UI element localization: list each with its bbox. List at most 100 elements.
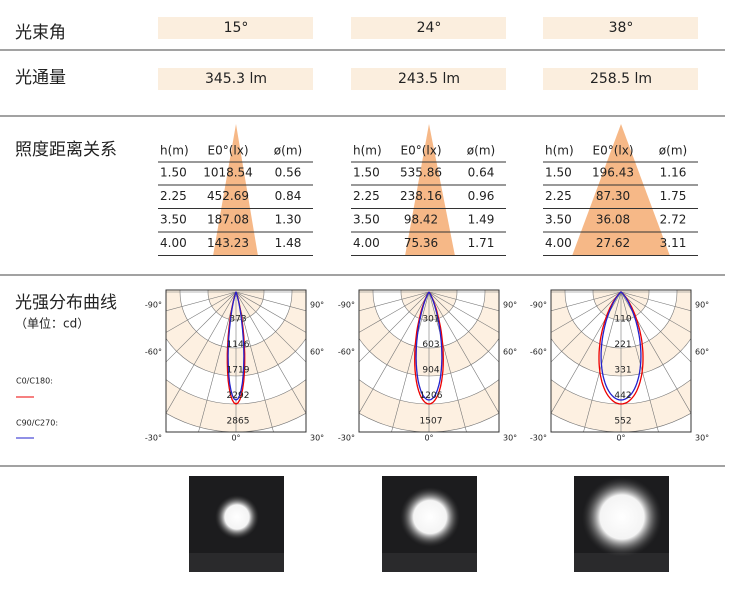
ring-label: 1719 (227, 366, 250, 376)
value-box (158, 17, 313, 39)
radial (551, 291, 622, 333)
unit-label: （单位：cd） (15, 316, 89, 331)
ring-label: 221 (614, 340, 631, 350)
radial (235, 291, 306, 414)
table-cell: 0.96 (468, 189, 495, 203)
radial (428, 291, 467, 432)
radial (359, 291, 430, 414)
ring-label: 1146 (227, 340, 250, 350)
angle-label: 60° (695, 348, 709, 357)
radial (620, 291, 691, 333)
ring-label: 552 (614, 417, 631, 427)
table-cell: 36.08 (596, 213, 630, 227)
radial (551, 291, 622, 363)
polar-grid (359, 290, 499, 432)
ring-label: 904 (422, 366, 439, 376)
photo-floor (574, 553, 669, 572)
radial (620, 291, 691, 414)
table-header: h(m) (353, 144, 382, 158)
table-cell: 1.49 (468, 213, 495, 227)
radial (551, 291, 622, 312)
intensity-curve (600, 291, 642, 401)
table-header: ø(m) (467, 144, 495, 158)
angle-label: 0° (616, 434, 625, 443)
table-cell: 1.48 (275, 236, 302, 250)
ring-label: 2865 (227, 417, 250, 427)
table-cell: 75.36 (404, 236, 438, 250)
table-cell: 3.50 (545, 213, 572, 227)
light-spot (215, 495, 259, 539)
radial (620, 291, 659, 432)
table-cell: 1.75 (660, 189, 687, 203)
angle-label: 30° (695, 434, 709, 443)
table-cell: 0.84 (275, 189, 302, 203)
photo-floor (382, 553, 477, 572)
table-header: ø(m) (659, 144, 687, 158)
value-box (158, 68, 313, 90)
table-cell: 3.50 (353, 213, 380, 227)
radial (391, 291, 430, 432)
angle-label: 60° (310, 348, 324, 357)
table-cell: 3.11 (660, 236, 687, 250)
table-cell: 0.64 (468, 166, 495, 180)
ring-label: 373 (229, 315, 246, 325)
radial (428, 291, 499, 414)
value-box (351, 68, 506, 90)
value-box (351, 17, 506, 39)
angle-label: -30° (338, 434, 355, 443)
luminous-flux: 345.3 lm (205, 71, 267, 87)
radial (235, 291, 274, 432)
radial (166, 291, 237, 414)
section-label: 光通量 (15, 68, 66, 88)
radial (198, 291, 237, 432)
angle-label: 90° (310, 301, 324, 310)
radial (359, 291, 430, 333)
angle-label: 90° (695, 301, 709, 310)
luminous-flux: 258.5 lm (590, 71, 652, 87)
angle-label: -60° (338, 348, 355, 357)
table-cell: 27.62 (596, 236, 630, 250)
beam-triangle (213, 124, 258, 256)
table-cell: 187.08 (207, 213, 249, 227)
angle-label: -90° (530, 301, 547, 310)
radial (359, 291, 430, 363)
beam-triangle (405, 124, 455, 256)
table-cell: 1.50 (545, 166, 572, 180)
chart-frame (358, 289, 500, 433)
angle-label: 30° (310, 434, 324, 443)
table-cell: 0.56 (275, 166, 302, 180)
table-cell: 1.30 (275, 213, 302, 227)
radial (620, 291, 691, 363)
table-cell: 4.00 (545, 236, 572, 250)
ring-label: 110 (614, 315, 631, 325)
ring-label: 331 (614, 366, 631, 376)
table-cell: 143.23 (207, 236, 249, 250)
polar-grid (166, 290, 306, 432)
radial (428, 291, 499, 333)
radial (551, 291, 622, 414)
radial (428, 291, 499, 312)
chart-frame (165, 289, 307, 433)
intensity-curve (227, 291, 245, 401)
section-label: 照度距离关系 (15, 140, 117, 160)
radial (359, 291, 430, 312)
legend-label: C90/C270: (16, 419, 58, 428)
radial (166, 291, 237, 333)
value-box (543, 17, 698, 39)
radial (235, 291, 306, 363)
table-cell: 196.43 (592, 166, 634, 180)
table-cell: 1018.54 (203, 166, 253, 180)
table-header: E0°(lx) (207, 144, 248, 158)
photo-floor (189, 553, 284, 572)
table-cell: 1.50 (353, 166, 380, 180)
angle-label: -90° (338, 301, 355, 310)
angle-label: -60° (145, 348, 162, 357)
polar-grid (551, 290, 691, 432)
table-cell: 1.16 (660, 166, 687, 180)
ring-label: 2292 (227, 391, 250, 401)
angle-label: -30° (145, 434, 162, 443)
angle-label: 0° (231, 434, 240, 443)
ring-label: 603 (422, 340, 439, 350)
radial (620, 291, 691, 312)
